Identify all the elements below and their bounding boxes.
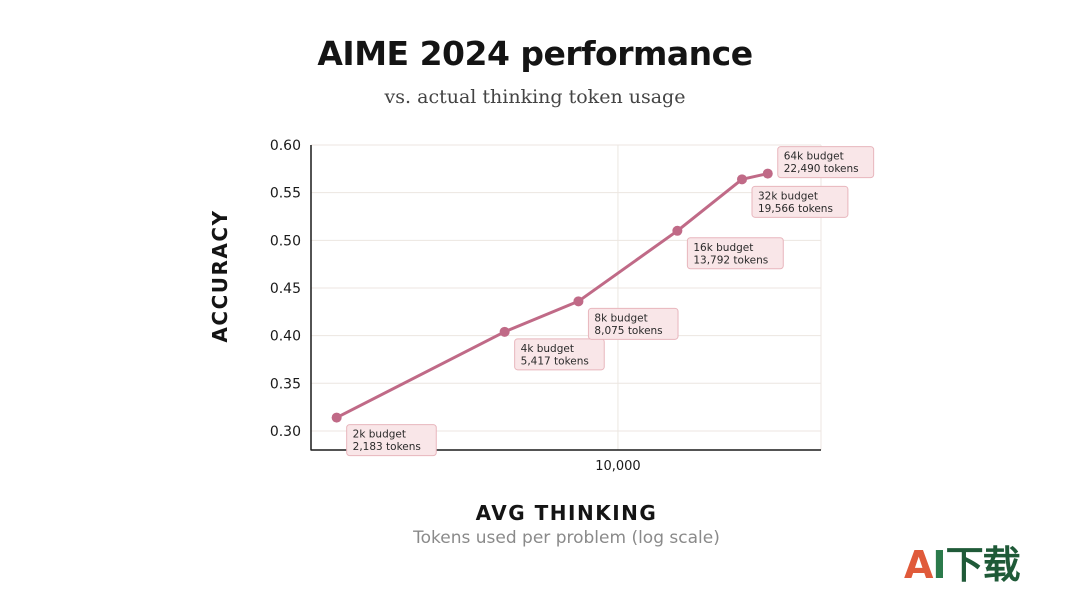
annotation-box [587,307,679,340]
chart-subtitle: vs. actual thinking token usage [384,86,686,108]
annotation-label: 8k budget [594,312,647,324]
annotation-label: 5,417 tokens [521,355,589,367]
watermark-logo: AI下载 [904,543,1021,587]
y-tick-label: 0.60 [270,138,301,154]
data-point [672,225,683,236]
y-tick-label: 0.45 [270,281,301,297]
data-point [573,296,584,307]
annotation-label: 2k budget [353,429,406,441]
x-axis-label: AVG THINKING [475,501,658,525]
y-tick-label: 0.30 [270,424,301,440]
annotation-label: 2,183 tokens [353,441,421,453]
data-point [331,412,342,423]
x-tick-label: 10,000 [595,459,641,474]
annotation-label: 13,792 tokens [693,254,768,266]
watermark-text: 下载 [945,543,1021,587]
y-tick-label: 0.50 [270,233,301,249]
annotation-box [751,185,849,218]
annotation-label: 64k budget [784,151,844,163]
y-tick-label: 0.55 [270,186,301,202]
y-tick-label: 0.35 [270,376,301,392]
annotation-label: 32k budget [758,190,818,202]
annotation-label: 16k budget [693,242,753,254]
annotation-label: 8,075 tokens [594,325,662,337]
chart-title: AIME 2024 performance [317,34,753,73]
data-point [499,326,510,337]
annotation-label: 4k budget [521,343,574,355]
watermark-letter-a: A [904,543,933,587]
x-axis-sublabel: Tokens used per problem (log scale) [413,528,720,548]
series-line [336,172,769,419]
watermark-letter-i: I [932,543,946,587]
annotation-box [514,338,605,371]
data-point [737,174,748,185]
annotation-box [686,237,784,270]
annotation-label: 22,490 tokens [784,163,859,175]
annotation-box [346,424,437,457]
annotation-box [777,146,875,179]
data-point [762,168,773,179]
annotation-label: 19,566 tokens [758,203,833,215]
y-tick-label: 0.40 [270,329,301,345]
